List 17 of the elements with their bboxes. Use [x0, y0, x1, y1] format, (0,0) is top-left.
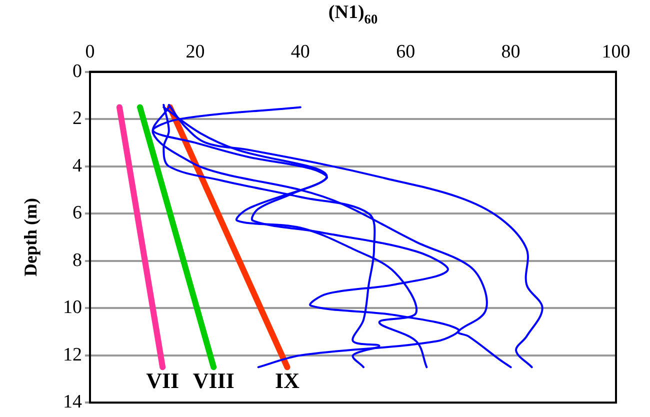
y-axis-title: Depth (m) — [20, 198, 41, 276]
x-tick-label: 100 — [602, 41, 630, 62]
x-tick-label: 40 — [290, 41, 310, 62]
y-tick-label: 14 — [63, 392, 82, 413]
x-tick-label: 80 — [501, 41, 520, 62]
y-tick-label: 0 — [72, 60, 82, 82]
y-tick-label: 12 — [63, 344, 82, 366]
y-tick-label: 6 — [72, 202, 82, 224]
series-label: VII — [146, 368, 180, 393]
series-label: IX — [275, 368, 300, 393]
x-tick-label: 20 — [186, 41, 205, 62]
series-label: VIII — [192, 368, 234, 393]
x-tick-label: 60 — [396, 41, 416, 62]
y-tick-label: 10 — [63, 297, 82, 318]
y-tick-label: 4 — [72, 155, 82, 176]
y-tick-label: 2 — [72, 108, 82, 130]
y-tick-label: 8 — [72, 250, 82, 271]
